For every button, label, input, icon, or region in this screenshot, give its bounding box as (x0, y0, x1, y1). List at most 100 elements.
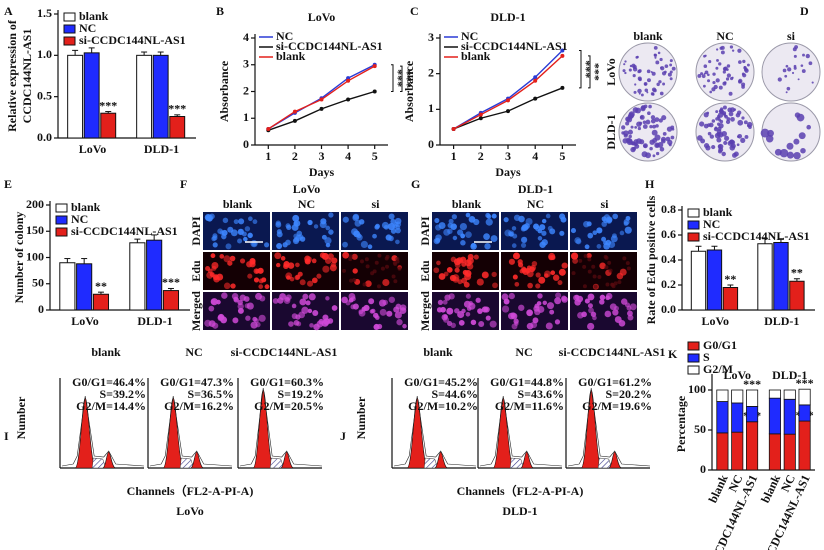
marker (560, 48, 565, 53)
cell (468, 300, 473, 306)
colony (732, 152, 737, 158)
bar-segment (798, 404, 811, 422)
cell (291, 303, 297, 309)
x-axis-label: Channels（FL2-A-PI-A) (127, 483, 254, 498)
significance: *** (99, 98, 117, 112)
cell (342, 251, 350, 259)
cell (463, 281, 470, 288)
s-phase (509, 457, 525, 469)
cell (446, 320, 453, 327)
cell (461, 277, 468, 284)
cell (259, 295, 266, 302)
histogram-outline (239, 387, 323, 467)
colony (662, 82, 666, 86)
panel-letter: B (216, 4, 224, 18)
g2-peak (190, 451, 204, 469)
cell (436, 260, 441, 266)
bar-segment (768, 389, 781, 399)
cell (391, 274, 396, 279)
marker (533, 75, 538, 80)
cell (385, 264, 390, 269)
colony (651, 129, 658, 136)
x-tick-label: 4 (532, 149, 538, 163)
colony (786, 86, 791, 91)
group-label: DLD-1 (772, 368, 807, 382)
cell (542, 300, 548, 306)
row-label: DLD-1 (604, 114, 618, 149)
colony (741, 116, 745, 120)
cell (622, 256, 627, 261)
colony (639, 139, 645, 145)
phase-stat: S=43.6% (517, 387, 564, 401)
cell (395, 227, 401, 234)
colony (661, 115, 667, 121)
cell (243, 296, 250, 302)
cell (275, 220, 281, 226)
cell (211, 265, 217, 271)
column-label: si (371, 197, 380, 211)
column-label: blank (223, 197, 253, 211)
cell (599, 299, 605, 305)
colony (793, 54, 797, 58)
x-tick-label: LoVo (701, 314, 729, 328)
y-tick-label: 3 (428, 30, 434, 44)
cell (529, 266, 535, 273)
colony (640, 93, 644, 97)
colony (655, 60, 660, 65)
colony (649, 139, 655, 145)
cell (276, 243, 283, 250)
colony (661, 71, 667, 76)
y-tick-label: 0.2 (661, 277, 676, 291)
y-axis-label: Rate of Edu positive cells (644, 195, 658, 324)
colony (744, 135, 749, 139)
colony (623, 133, 628, 138)
bracket (588, 55, 591, 89)
cell (299, 279, 306, 286)
cell (578, 258, 583, 263)
column-label: si (600, 197, 609, 211)
cell (587, 303, 593, 309)
cell (385, 254, 390, 259)
colony (736, 143, 740, 147)
bar (757, 243, 773, 311)
cell (238, 218, 245, 225)
significance: *** (168, 102, 186, 116)
cell (397, 266, 402, 271)
colony (632, 65, 637, 70)
cell (302, 293, 309, 300)
legend-swatch (55, 215, 68, 225)
bar-segment (746, 421, 759, 471)
colony (718, 85, 723, 90)
colony (642, 124, 648, 129)
cell (554, 319, 561, 325)
legend-swatch (687, 232, 700, 242)
colony (724, 68, 727, 71)
cell (257, 267, 264, 274)
colony (632, 74, 636, 78)
row-label: LoVo (604, 58, 618, 86)
marker (346, 97, 351, 102)
colony (722, 112, 726, 116)
colony (646, 78, 651, 83)
bracket (400, 65, 403, 92)
y-tick-label: 1.5 (37, 6, 52, 20)
cell (368, 298, 375, 305)
cell (608, 268, 613, 273)
significance: *** (796, 376, 814, 390)
colony (717, 126, 722, 131)
cell (220, 316, 228, 324)
cell (587, 257, 592, 262)
cell (535, 226, 541, 232)
sample-name: si-CCDC144NL-AS1 (231, 345, 338, 359)
colony (650, 118, 656, 124)
cell (364, 257, 369, 262)
legend-swatch (687, 220, 700, 230)
colony (650, 71, 653, 74)
cell (521, 267, 527, 273)
legend-label: si-CCDC144NL-AS1 (276, 39, 383, 53)
colony (655, 124, 659, 128)
bar-segment (731, 389, 744, 404)
cell (258, 314, 266, 322)
colony (707, 79, 711, 83)
bar-segment (768, 433, 781, 471)
